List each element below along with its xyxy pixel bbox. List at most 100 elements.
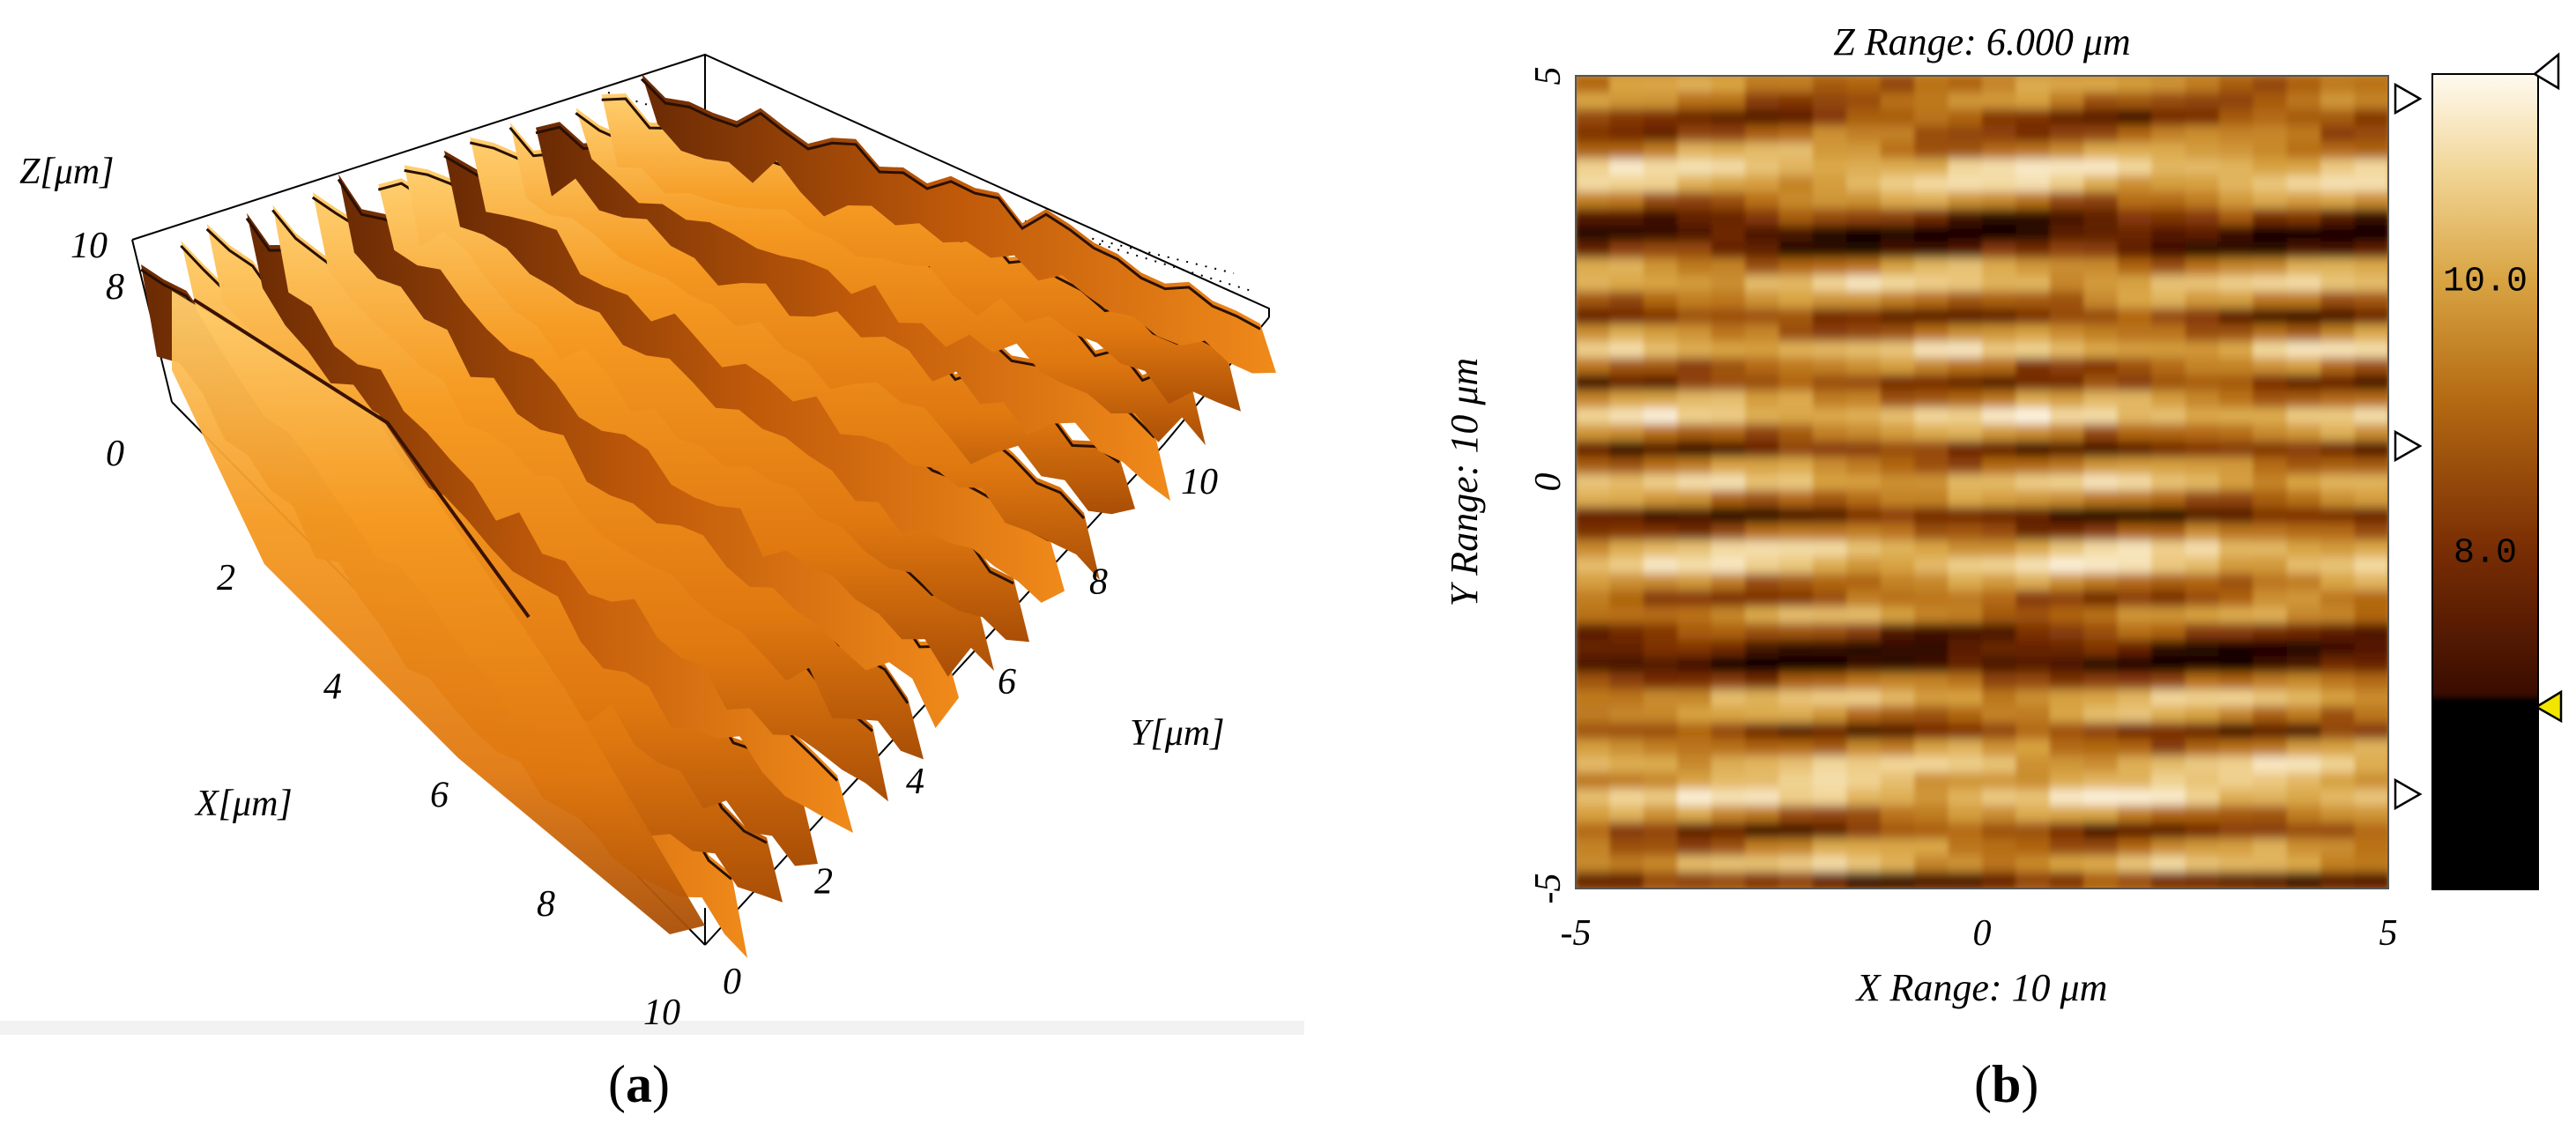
- heatmap-cell: [1778, 291, 1814, 309]
- z-tick-label: 10: [71, 226, 108, 266]
- heatmap-cell: [1677, 590, 1712, 608]
- heatmap-cell: [1677, 108, 1712, 127]
- heatmap-cell: [1846, 507, 1882, 524]
- heatmap-cell: [1914, 274, 1949, 293]
- heatmap-cell: [2286, 556, 2322, 575]
- heatmap-cell: [1948, 341, 1983, 359]
- heatmap-cell: [2151, 424, 2186, 442]
- heatmap-cell: [1677, 92, 1712, 110]
- heatmap-cell: [2354, 424, 2388, 442]
- heatmap-cell: [1576, 357, 1611, 375]
- heatmap-cell: [1982, 125, 2017, 144]
- heatmap-cell: [2016, 324, 2051, 342]
- heatmap-cell: [1914, 822, 1949, 840]
- heatmap-cell: [1846, 872, 1882, 888]
- heatmap-cell: [1643, 258, 1679, 276]
- heatmap-cell: [1643, 225, 1679, 243]
- heatmap-cell: [1948, 457, 1983, 475]
- heatmap-cell: [2354, 855, 2388, 874]
- heatmap-cell: [1880, 822, 1916, 840]
- heatmap-cell: [1711, 225, 1747, 243]
- heatmap-cell: [1812, 539, 1848, 558]
- heatmap-cell: [2117, 639, 2153, 658]
- heatmap-cell: [1880, 556, 1916, 575]
- heatmap-cell: [2083, 872, 2119, 888]
- x-axis-label: X[μm]: [194, 784, 293, 824]
- heatmap-cell: [2218, 159, 2254, 176]
- heatmap-cell: [1677, 441, 1712, 458]
- heatmap-cell: [2016, 739, 2051, 757]
- heatmap-cell: [1576, 722, 1611, 740]
- heatmap-cell: [1677, 573, 1712, 591]
- heatmap-cell: [2185, 706, 2220, 724]
- heatmap-cell: [1745, 208, 1780, 227]
- heatmap-cell: [2320, 457, 2356, 475]
- heatmap-cell: [2286, 208, 2322, 227]
- heatmap-cell: [2185, 656, 2220, 674]
- heatmap-cell: [1914, 590, 1949, 608]
- heatmap-cell: [1846, 441, 1882, 458]
- heatmap-cell: [1914, 639, 1949, 658]
- heatmap-cell: [1846, 689, 1882, 707]
- heatmap-cell: [2117, 507, 2153, 524]
- heatmap-cell: [1576, 374, 1611, 392]
- heatmap-cells: [1576, 76, 2388, 888]
- heatmap-cell: [1711, 341, 1747, 359]
- heatmap-cell: [2218, 125, 2254, 144]
- heatmap-cell: [1948, 258, 1983, 276]
- heatmap-cell: [1711, 125, 1747, 144]
- heatmap-cell: [1778, 739, 1814, 757]
- heatmap-cell: [1745, 805, 1780, 823]
- heatmap-cell: [1711, 689, 1747, 707]
- heatmap-cell: [2253, 739, 2288, 757]
- heatmap-cell: [1982, 573, 2017, 591]
- heatmap-cell: [2253, 208, 2288, 227]
- heatmap-cell: [1711, 258, 1747, 276]
- heatmap-cell: [2354, 689, 2388, 707]
- heatmap-cell: [2117, 390, 2153, 409]
- heatmap-cell: [1677, 673, 1712, 691]
- heatmap-cell: [1846, 76, 1882, 93]
- heatmap-cell: [1576, 457, 1611, 475]
- heatmap-cell: [1982, 341, 2017, 359]
- heatmap-cell: [2320, 357, 2356, 375]
- heatmap-cell: [2185, 822, 2220, 840]
- heatmap-cell: [2117, 822, 2153, 840]
- heatmap-cell: [2354, 507, 2388, 524]
- heatmap-cell: [2016, 308, 2051, 326]
- heatmap-cell: [2049, 507, 2085, 524]
- heatmap-cell: [2185, 755, 2220, 774]
- heatmap-cell: [1948, 772, 1983, 791]
- heatmap-cell: [1948, 407, 1983, 426]
- heatmap-cell: [2354, 755, 2388, 774]
- heatmap-cell: [1846, 556, 1882, 575]
- heatmap-cell: [1880, 76, 1916, 93]
- heatmap-cell: [1711, 539, 1747, 558]
- heatmap-cell: [2049, 374, 2085, 392]
- heatmap-cell: [2049, 258, 2085, 276]
- heatmap-cell: [2049, 125, 2085, 144]
- heatmap-cell: [1643, 175, 1679, 193]
- heatmap-cell: [1778, 673, 1814, 691]
- heatmap-cell: [1576, 755, 1611, 774]
- heatmap-cell: [2354, 274, 2388, 293]
- heatmap-cell: [2151, 225, 2186, 243]
- heatmap-cell: [2049, 76, 2085, 93]
- heatmap-cell: [1609, 622, 1644, 641]
- heatmap-cell: [2185, 390, 2220, 409]
- heatmap-cell: [1576, 390, 1611, 409]
- heatmap-cell: [1982, 656, 2017, 674]
- heatmap-cell: [2117, 805, 2153, 823]
- heatmap-cell: [1643, 772, 1679, 791]
- heatmap-cell: [2049, 291, 2085, 309]
- heatmap-cell: [2286, 755, 2322, 774]
- heatmap-cell: [2218, 656, 2254, 674]
- heatmap-cell: [2354, 822, 2388, 840]
- heatmap-cell: [2218, 822, 2254, 840]
- heatmap-cell: [2320, 590, 2356, 608]
- heatmap-cell: [1609, 772, 1644, 791]
- heatmap-cell: [2185, 407, 2220, 426]
- z-tick-label: 0: [106, 434, 124, 474]
- heatmap-cell: [1880, 524, 1916, 541]
- heatmap-cell: [1609, 108, 1644, 127]
